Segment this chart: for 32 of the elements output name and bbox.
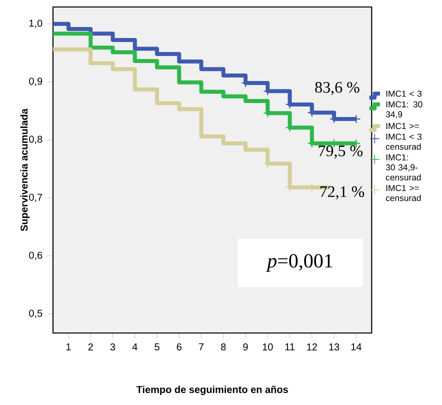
annotation: p=0,001 (266, 254, 332, 272)
x-tick-label: 11 (285, 343, 294, 350)
x-tick-label: 7 (199, 343, 204, 350)
x-tick-label: 8 (221, 343, 226, 350)
x-tick-label: 9 (243, 343, 248, 350)
x-tick-label: 3 (110, 343, 116, 350)
x-tick-label: 4 (132, 343, 138, 350)
legend-label: IMC1 >= censurad (386, 184, 421, 202)
y-tick-label: 1,0 (29, 20, 42, 28)
annotation: 72,1 % (320, 186, 364, 200)
y-tick-label: 0,5 (29, 310, 42, 318)
legend-label: IMC1: 30 34,9 (386, 101, 422, 118)
legend-label: IMC1 >= (386, 122, 419, 130)
x-tick-label: 10 (262, 343, 273, 350)
x-axis-title: Tiempo de seguimiento en años (136, 386, 288, 396)
annotation: 79,5 % (318, 146, 363, 159)
x-tick-label: 2 (88, 343, 93, 350)
legend-label: IMC1: 30 34,9- censurad (386, 154, 421, 180)
x-tick-label: 12 (307, 343, 317, 350)
y-axis-title: Supervivencia acumulada (20, 108, 30, 232)
y-tick-label: 0,8 (29, 136, 42, 144)
x-tick-label: 6 (176, 343, 182, 350)
x-tick-label: 5 (154, 343, 160, 350)
legend-label: IMC1 < 3 censurad (386, 134, 422, 150)
y-tick-label: 0,6 (29, 252, 42, 260)
legend-label: IMC1 < 3 (386, 90, 422, 97)
y-tick-label: 0,7 (29, 194, 42, 202)
y-tick-label: 0,9 (29, 78, 42, 86)
annotation: 83,6 % (315, 82, 360, 96)
x-tick-label: 13 (329, 343, 340, 350)
x-tick-label: 1 (66, 343, 71, 350)
x-tick-label: 14 (351, 343, 362, 350)
